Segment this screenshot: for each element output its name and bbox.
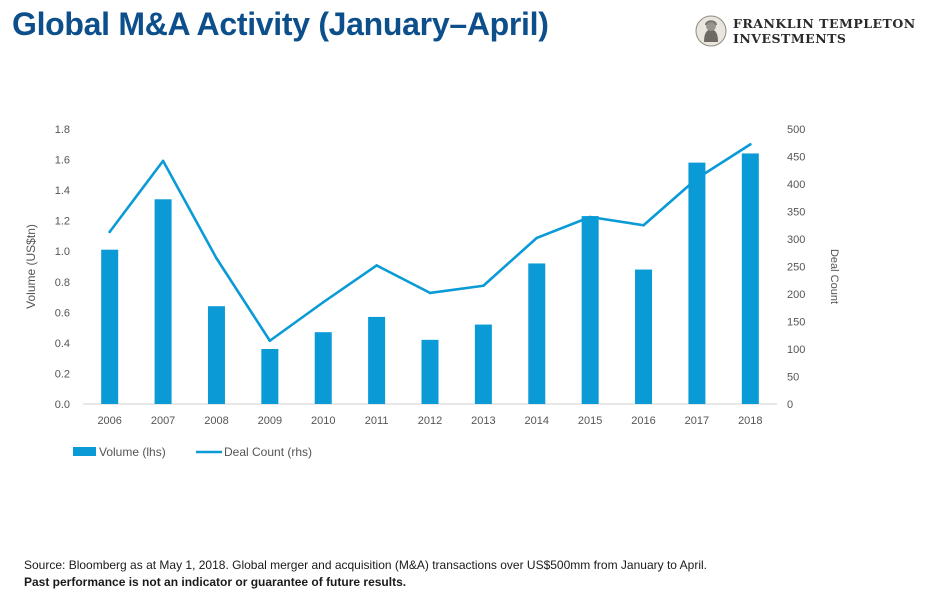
deal-count-point-2015 [588,215,592,219]
volume-bar-2008 [207,306,225,404]
deal-count-line [108,143,752,343]
y-tick-label: 1.6 [55,155,70,167]
volume-bars [101,153,759,404]
y2-axis-title: Deal Count [828,249,840,304]
y-tick-label: 0.6 [55,307,70,319]
deal-count-point-2017 [695,177,699,180]
y2-tick-label: 450 [787,152,805,164]
volume-bar-2014 [528,263,546,404]
axes: 0.0 0.2 0.4 0.6 0.8 1.0 1.2 1.4 1.6 1.8 0 50 100 150 2… [24,124,840,427]
deal-count-point-2011 [375,264,378,267]
volume-bar-2011 [368,316,386,404]
y2-tick-label: 200 [787,289,805,301]
y2-tick-label: 50 [787,372,799,384]
x-tick-label: 2015 [578,415,602,427]
volume-bar-2012 [421,339,439,404]
y-tick-label: 1.0 [55,246,70,258]
legend: Volume (lhs) Deal Count (rhs) [73,445,312,459]
deal-count-point-2012 [428,291,432,295]
y2-tick-label: 150 [787,317,805,329]
y-tick-label: 1.8 [55,124,70,136]
x-tick-label: 2016 [631,415,655,427]
franklin-portrait-icon [695,15,727,47]
deal-count-point-2009 [268,339,272,343]
volume-bar-2013 [474,324,492,404]
volume-bar-2009 [261,349,279,404]
chart-title: Global M&A Activity (January–April) [12,6,549,42]
y2-tick-label: 400 [787,179,805,191]
x-tick-label: 2013 [471,415,495,427]
legend-swatch-volume [73,447,96,456]
brand-logo: FRANKLIN TEMPLETON INVESTMENTS [695,15,920,49]
legend-label-volume: Volume (lhs) [99,445,166,459]
brand-subname: INVESTMENTS [733,31,847,46]
legend-label-deal-count: Deal Count (rhs) [224,445,312,459]
deal-count-point-2013 [482,284,485,288]
volume-bar-2007 [154,199,172,404]
deal-count-point-2018 [749,143,752,146]
volume-bar-2006 [101,249,119,404]
deal-count-series-line [108,143,752,343]
source-note: Source: Bloomberg as at May 1, 2018. Glo… [24,558,707,572]
y2-tick-label: 250 [787,262,805,274]
x-tick-label: 2006 [97,415,121,427]
y2-tick-label: 350 [787,207,805,219]
y-tick-label: 0.4 [55,338,70,350]
brand-name: FRANKLIN TEMPLETON [733,16,916,31]
disclaimer: Past performance is not an indicator or … [24,575,407,589]
y-tick-label: 0.2 [55,368,70,380]
x-tick-label: 2007 [151,415,175,427]
volume-bar-2016 [635,269,653,404]
x-tick-label: 2012 [418,415,442,427]
deal-count-point-2007 [161,159,165,163]
deal-count-point-2006 [108,230,111,234]
volume-bar-2018 [741,153,759,404]
y-tick-label: 1.2 [55,216,70,228]
x-tick-label: 2010 [311,415,335,427]
x-tick-label: 2017 [685,415,709,427]
x-tick-label: 2018 [738,415,762,427]
deal-count-point-2014 [535,236,539,240]
y2-tick-label: 500 [787,124,805,136]
y2-tick-label: 100 [787,344,805,356]
deal-count-point-2008 [215,256,218,260]
chart: 0.0 0.2 0.4 0.6 0.8 1.0 1.2 1.4 1.6 1.8 0 50 100 150 2… [24,124,840,459]
volume-bar-2015 [581,216,599,404]
volume-bar-2017 [688,162,706,404]
volume-bar-2010 [314,332,332,404]
x-tick-label: 2008 [204,415,228,427]
y-tick-label: 0.8 [55,277,70,289]
y2-tick-label: 0 [787,399,793,411]
y-axis-title: Volume (US$tn) [24,224,38,309]
y-tick-label: 0.0 [55,399,70,411]
deal-count-point-2016 [642,223,645,227]
deal-count-point-2010 [321,300,325,304]
x-tick-label: 2014 [525,415,549,427]
y-tick-label: 1.4 [55,185,70,197]
x-tick-label: 2009 [258,415,282,427]
y2-tick-label: 300 [787,234,805,246]
x-tick-label: 2011 [365,415,389,427]
